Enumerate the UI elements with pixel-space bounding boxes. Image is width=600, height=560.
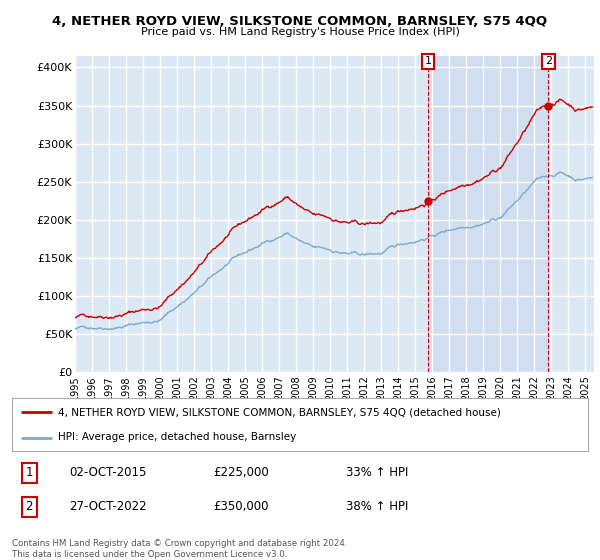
Text: 02-OCT-2015: 02-OCT-2015	[70, 466, 147, 479]
Text: 38% ↑ HPI: 38% ↑ HPI	[346, 500, 409, 514]
Text: £350,000: £350,000	[214, 500, 269, 514]
Text: £225,000: £225,000	[214, 466, 269, 479]
Text: 1: 1	[26, 466, 33, 479]
Text: Contains HM Land Registry data © Crown copyright and database right 2024.
This d: Contains HM Land Registry data © Crown c…	[12, 539, 347, 559]
Text: 2: 2	[26, 500, 33, 514]
Text: 33% ↑ HPI: 33% ↑ HPI	[346, 466, 409, 479]
Text: 2: 2	[545, 57, 552, 66]
Text: 1: 1	[425, 57, 431, 66]
Text: 27-OCT-2022: 27-OCT-2022	[70, 500, 147, 514]
Bar	[428, 56, 548, 372]
Text: HPI: Average price, detached house, Barnsley: HPI: Average price, detached house, Barn…	[58, 432, 296, 442]
Text: 4, NETHER ROYD VIEW, SILKSTONE COMMON, BARNSLEY, S75 4QQ (detached house): 4, NETHER ROYD VIEW, SILKSTONE COMMON, B…	[58, 408, 501, 418]
Text: 4, NETHER ROYD VIEW, SILKSTONE COMMON, BARNSLEY, S75 4QQ: 4, NETHER ROYD VIEW, SILKSTONE COMMON, B…	[52, 15, 548, 28]
Text: Price paid vs. HM Land Registry's House Price Index (HPI): Price paid vs. HM Land Registry's House …	[140, 27, 460, 37]
